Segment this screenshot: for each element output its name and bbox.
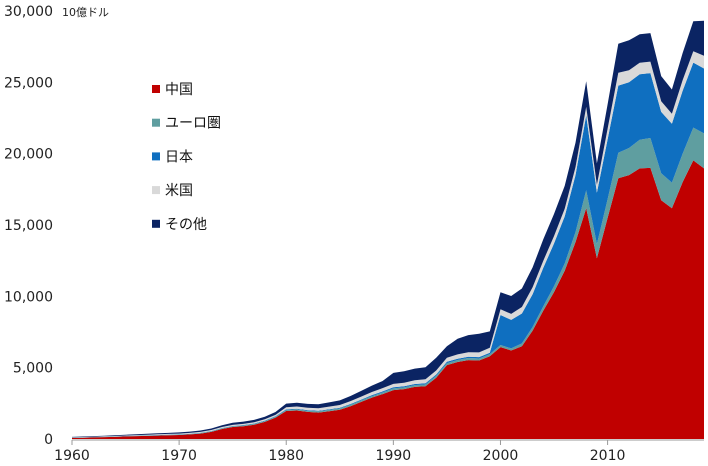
x-tick-label: 1980 bbox=[268, 448, 304, 464]
y-tick-label: 10,000 bbox=[4, 289, 53, 305]
legend-item: 中国 bbox=[152, 82, 193, 98]
y-tick-label: 20,000 bbox=[4, 147, 53, 163]
legend-item: 米国 bbox=[152, 183, 193, 199]
x-tick-label: 1990 bbox=[376, 448, 412, 464]
x-tick-label: 1960 bbox=[54, 448, 90, 464]
y-tick-label: 15,000 bbox=[4, 218, 53, 234]
area-series-2 bbox=[72, 62, 704, 438]
area-series-0 bbox=[72, 160, 704, 439]
legend-label: 中国 bbox=[165, 82, 193, 98]
legend-swatch bbox=[152, 186, 160, 195]
x-axis-ticks: 1960 1970 1980 1990 2000 2010 bbox=[54, 440, 625, 464]
legend-swatch bbox=[152, 85, 160, 93]
legend-item: 日本 bbox=[152, 149, 193, 165]
area-series-1 bbox=[72, 127, 704, 438]
legend-item: ユーロ圏 bbox=[152, 116, 221, 132]
legend-swatch bbox=[152, 219, 160, 228]
x-tick-label: 2010 bbox=[590, 448, 626, 464]
unit-label: 10億ドル bbox=[62, 6, 109, 19]
legend-swatch bbox=[152, 118, 160, 127]
x-tick-label: 2000 bbox=[483, 448, 519, 464]
y-tick-label: 5,000 bbox=[13, 361, 53, 377]
x-tick-label: 1970 bbox=[161, 448, 197, 464]
y-tick-label: 25,000 bbox=[4, 75, 53, 91]
y-tick-label: 0 bbox=[44, 432, 53, 448]
legend-item: その他 bbox=[152, 217, 207, 233]
y-tick-label: 30,000 bbox=[4, 4, 53, 20]
legend-label: その他 bbox=[165, 217, 207, 233]
y-axis-ticks: 0 5,000 10,000 15,000 20,000 25,000 30,000 bbox=[4, 4, 53, 448]
legend-label: 米国 bbox=[165, 183, 193, 199]
area-layers bbox=[72, 20, 704, 439]
area-series-4 bbox=[72, 20, 704, 438]
legend-swatch bbox=[152, 152, 160, 161]
legend-label: ユーロ圏 bbox=[165, 116, 221, 132]
legend-label: 日本 bbox=[165, 149, 193, 165]
